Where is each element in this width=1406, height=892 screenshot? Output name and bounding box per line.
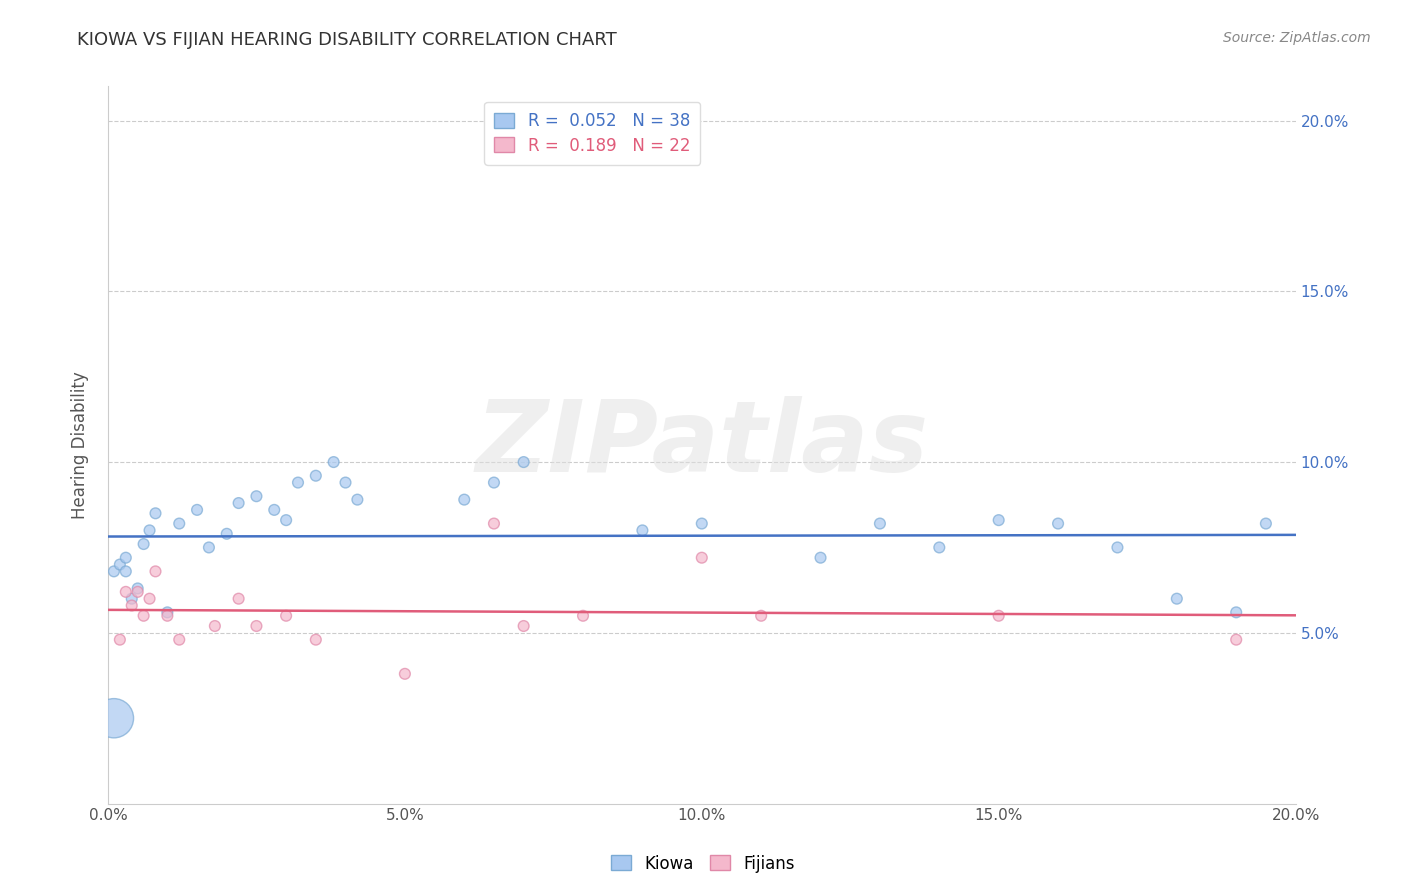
Point <box>512 619 534 633</box>
Point <box>987 608 1010 623</box>
Point <box>1047 516 1070 531</box>
Point <box>228 591 250 606</box>
Legend: Kiowa, Fijians: Kiowa, Fijians <box>605 848 801 880</box>
Point <box>482 516 505 531</box>
Point <box>276 608 298 623</box>
Point <box>810 550 832 565</box>
Point <box>305 632 328 647</box>
Point <box>156 605 179 619</box>
Point <box>1107 541 1129 555</box>
Point <box>335 475 357 490</box>
Point <box>869 516 891 531</box>
Text: Source: ZipAtlas.com: Source: ZipAtlas.com <box>1223 31 1371 45</box>
Point <box>132 537 155 551</box>
Point <box>1225 605 1247 619</box>
Point <box>512 455 534 469</box>
Point <box>156 608 179 623</box>
Point <box>121 599 143 613</box>
Point <box>127 585 149 599</box>
Point <box>108 558 131 572</box>
Point <box>198 541 221 555</box>
Point <box>138 591 160 606</box>
Point <box>482 475 505 490</box>
Point <box>114 565 136 579</box>
Point <box>749 608 772 623</box>
Legend: R =  0.052   N = 38, R =  0.189   N = 22: R = 0.052 N = 38, R = 0.189 N = 22 <box>485 102 700 164</box>
Point <box>1254 516 1277 531</box>
Point <box>145 506 167 520</box>
Point <box>245 489 267 503</box>
Point <box>167 516 190 531</box>
Point <box>572 608 595 623</box>
Point <box>127 582 149 596</box>
Point <box>1166 591 1188 606</box>
Point <box>245 619 267 633</box>
Point <box>305 468 328 483</box>
Point <box>103 565 125 579</box>
Point <box>204 619 226 633</box>
Point <box>690 550 713 565</box>
Point <box>263 503 285 517</box>
Point <box>346 492 368 507</box>
Y-axis label: Hearing Disability: Hearing Disability <box>72 371 89 519</box>
Point <box>276 513 298 527</box>
Point <box>108 632 131 647</box>
Point <box>928 541 950 555</box>
Point <box>453 492 475 507</box>
Point <box>186 503 208 517</box>
Point <box>631 524 654 538</box>
Point <box>228 496 250 510</box>
Point <box>167 632 190 647</box>
Point <box>987 513 1010 527</box>
Text: KIOWA VS FIJIAN HEARING DISABILITY CORRELATION CHART: KIOWA VS FIJIAN HEARING DISABILITY CORRE… <box>77 31 617 49</box>
Point <box>114 585 136 599</box>
Point <box>145 565 167 579</box>
Point <box>121 591 143 606</box>
Text: ZIPatlas: ZIPatlas <box>475 396 928 493</box>
Point <box>215 526 238 541</box>
Point <box>1225 632 1247 647</box>
Point <box>394 666 416 681</box>
Point <box>322 455 344 469</box>
Point <box>103 711 125 725</box>
Point <box>132 608 155 623</box>
Point <box>138 524 160 538</box>
Point <box>287 475 309 490</box>
Point <box>114 550 136 565</box>
Point <box>690 516 713 531</box>
